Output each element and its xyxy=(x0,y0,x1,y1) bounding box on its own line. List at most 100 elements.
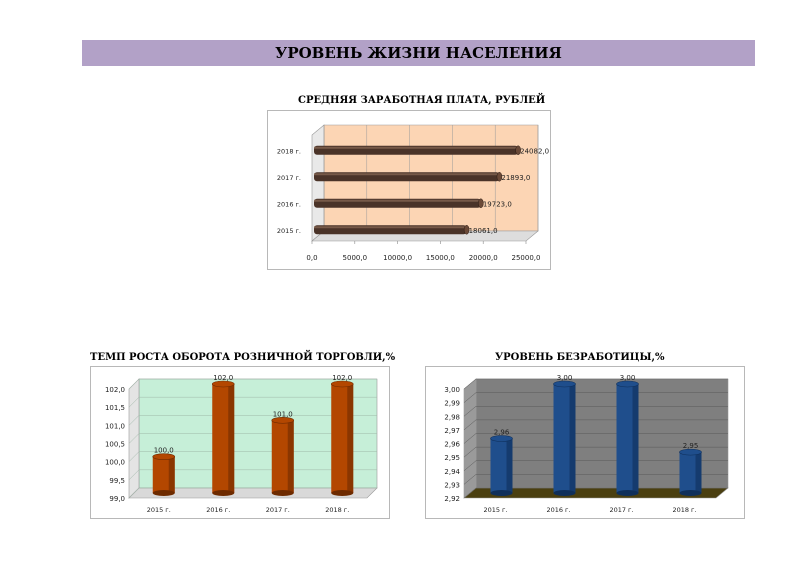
retail-gridline xyxy=(128,451,377,462)
salary-bar-cap xyxy=(463,225,470,235)
retail-bar-base xyxy=(152,490,175,496)
unemp-value-label: 3,00 xyxy=(557,374,573,382)
page-title: УРОВЕНЬ ЖИЗНИ НАСЕЛЕНИЯ xyxy=(275,44,562,62)
salary-value-label: 21893,0 xyxy=(501,174,530,182)
salary-tick-label: 15000,0 xyxy=(426,254,455,262)
retail-bar-cap xyxy=(330,380,354,388)
unemp-bar-base xyxy=(679,490,702,496)
retail-category-label: 2018 г. xyxy=(325,506,349,514)
salary-bar-highlight xyxy=(314,226,467,229)
unemp-gridline xyxy=(463,474,728,485)
unemp-gridline xyxy=(463,487,728,499)
salary-chart-frame: 0,0 5000,0 10000,0 15000,0 20000,0 25000,0 201… xyxy=(267,110,551,270)
retail-bar-cap xyxy=(211,380,235,388)
retail-value-label: 101,0 xyxy=(273,410,293,418)
salary-bar-highlight xyxy=(314,173,500,176)
retail-tick-label: 101,0 xyxy=(105,422,125,430)
unemployment-chart: 2,92 2,93 2,94 2,95 2,96 2,97 2,98 2,99 3,00 2015… xyxy=(444,374,729,514)
retail-bar-shade xyxy=(347,384,354,493)
unemployment-chart-frame: 2,92 2,93 2,94 2,95 2,96 2,97 2,98 2,99 3,00 2015… xyxy=(425,366,745,519)
unemp-category-label: 2016 г. xyxy=(546,506,570,514)
page-title-banner: УРОВЕНЬ ЖИЗНИ НАСЕЛЕНИЯ xyxy=(82,40,755,66)
salary-category-label: 2016 г. xyxy=(277,200,301,208)
retail-gridline xyxy=(128,487,377,499)
unemployment-chart-title: УРОВЕНЬ БЕЗРАБОТИЦЫ,% xyxy=(495,352,665,363)
salary-category-label: 2018 г. xyxy=(277,147,301,155)
unemp-tick-label: 2,92 xyxy=(444,495,460,503)
unemp-gridline xyxy=(463,378,728,390)
unemp-bar-cap xyxy=(679,448,702,456)
retail-bar-base xyxy=(271,490,294,496)
unemp-category-label: 2015 г. xyxy=(483,506,507,514)
salary-value-label: 24082,0 xyxy=(520,147,549,155)
retail-tick-label: 100,0 xyxy=(105,459,125,467)
salary-tick-label: 10000,0 xyxy=(383,254,412,262)
unemp-category-label: 2017 г. xyxy=(609,506,633,514)
retail-chart-title: ТЕМП РОСТА ОБОРОТА РОЗНИЧНОЙ ТОРГОВЛИ,% xyxy=(90,352,396,363)
retail-bar-shade xyxy=(168,456,175,493)
retail-value-label: 102,0 xyxy=(332,374,352,382)
unemp-bar-cap xyxy=(616,380,639,388)
salary-side-wall xyxy=(311,124,325,242)
unemp-value-label: 2,96 xyxy=(494,429,510,437)
unemp-bar-cap xyxy=(490,435,513,442)
salary-bar-cap xyxy=(515,145,521,155)
retail-chart-frame: 99,0 99,5 100,0 100,5 101,0 101,5 102,0 2015 г.… xyxy=(90,366,390,519)
unemp-gridline xyxy=(463,419,728,431)
salary-category-label: 2015 г. xyxy=(277,227,301,235)
retail-category-label: 2015 г. xyxy=(147,506,171,514)
unemp-tick-label: 2,99 xyxy=(444,400,460,408)
unemp-tick-label: 2,97 xyxy=(444,427,460,435)
retail-gridline xyxy=(128,433,377,444)
unemp-gridline xyxy=(463,446,728,458)
unemp-bar-base xyxy=(616,490,639,496)
salary-bar-highlight xyxy=(314,199,481,202)
salary-bar-cap xyxy=(478,198,484,208)
salary-tick-label: 25000,0 xyxy=(512,254,541,262)
retail-category-label: 2016 г. xyxy=(206,506,230,514)
retail-tick-label: 100,5 xyxy=(105,441,125,449)
unemp-tick-label: 2,93 xyxy=(444,481,460,489)
unemp-tick-label: 2,96 xyxy=(444,441,460,449)
salary-value-label: 18061,0 xyxy=(469,227,498,235)
salary-bar-cap xyxy=(496,172,503,182)
retail-tick-label: 101,5 xyxy=(105,404,125,412)
retail-chart: 99,0 99,5 100,0 100,5 101,0 101,5 102,0 2015 г.… xyxy=(105,374,378,514)
salary-bar-highlight xyxy=(314,146,519,149)
salary-chart: 0,0 5000,0 10000,0 15000,0 20000,0 25000,0 201… xyxy=(277,124,549,262)
retail-value-label: 102,0 xyxy=(213,374,233,382)
retail-bar-cap xyxy=(152,453,176,460)
unemp-bar-cap xyxy=(553,380,576,388)
retail-bar-cap xyxy=(271,417,295,424)
salary-tick-label: 20000,0 xyxy=(469,254,498,262)
unemp-tick-label: 3,00 xyxy=(444,386,460,394)
retail-gridline xyxy=(128,415,377,426)
unemp-bar-shade xyxy=(695,452,702,493)
unemp-gridline xyxy=(463,460,728,471)
unemp-tick-label: 2,95 xyxy=(444,454,460,462)
unemp-gridline xyxy=(463,392,728,403)
retail-value-label: 100,0 xyxy=(154,447,174,455)
retail-gridline xyxy=(128,469,377,481)
retail-category-label: 2017 г. xyxy=(266,506,290,514)
retail-bar-shade xyxy=(287,420,294,493)
salary-tick-label: 5000,0 xyxy=(343,254,368,262)
salary-value-label: 19723,0 xyxy=(483,200,512,208)
unemp-category-label: 2018 г. xyxy=(672,506,696,514)
unemp-value-label: 2,95 xyxy=(683,442,699,450)
unemp-bar-shade xyxy=(632,384,639,493)
unemp-gridline xyxy=(463,406,728,417)
retail-tick-label: 102,0 xyxy=(105,386,125,394)
retail-bar-base xyxy=(331,490,354,496)
salary-category-label: 2017 г. xyxy=(277,174,301,182)
unemp-bar-shade xyxy=(569,384,576,493)
retail-bar-shade xyxy=(228,384,235,493)
unemp-tick-label: 2,94 xyxy=(444,468,460,476)
retail-gridline xyxy=(128,396,377,408)
retail-gridline xyxy=(128,378,377,390)
unemp-gridline xyxy=(463,433,728,444)
unemp-bar-base xyxy=(490,490,513,496)
unemp-bar-shade xyxy=(506,438,513,493)
retail-tick-label: 99,5 xyxy=(109,477,125,485)
unemp-tick-label: 2,98 xyxy=(444,413,460,421)
